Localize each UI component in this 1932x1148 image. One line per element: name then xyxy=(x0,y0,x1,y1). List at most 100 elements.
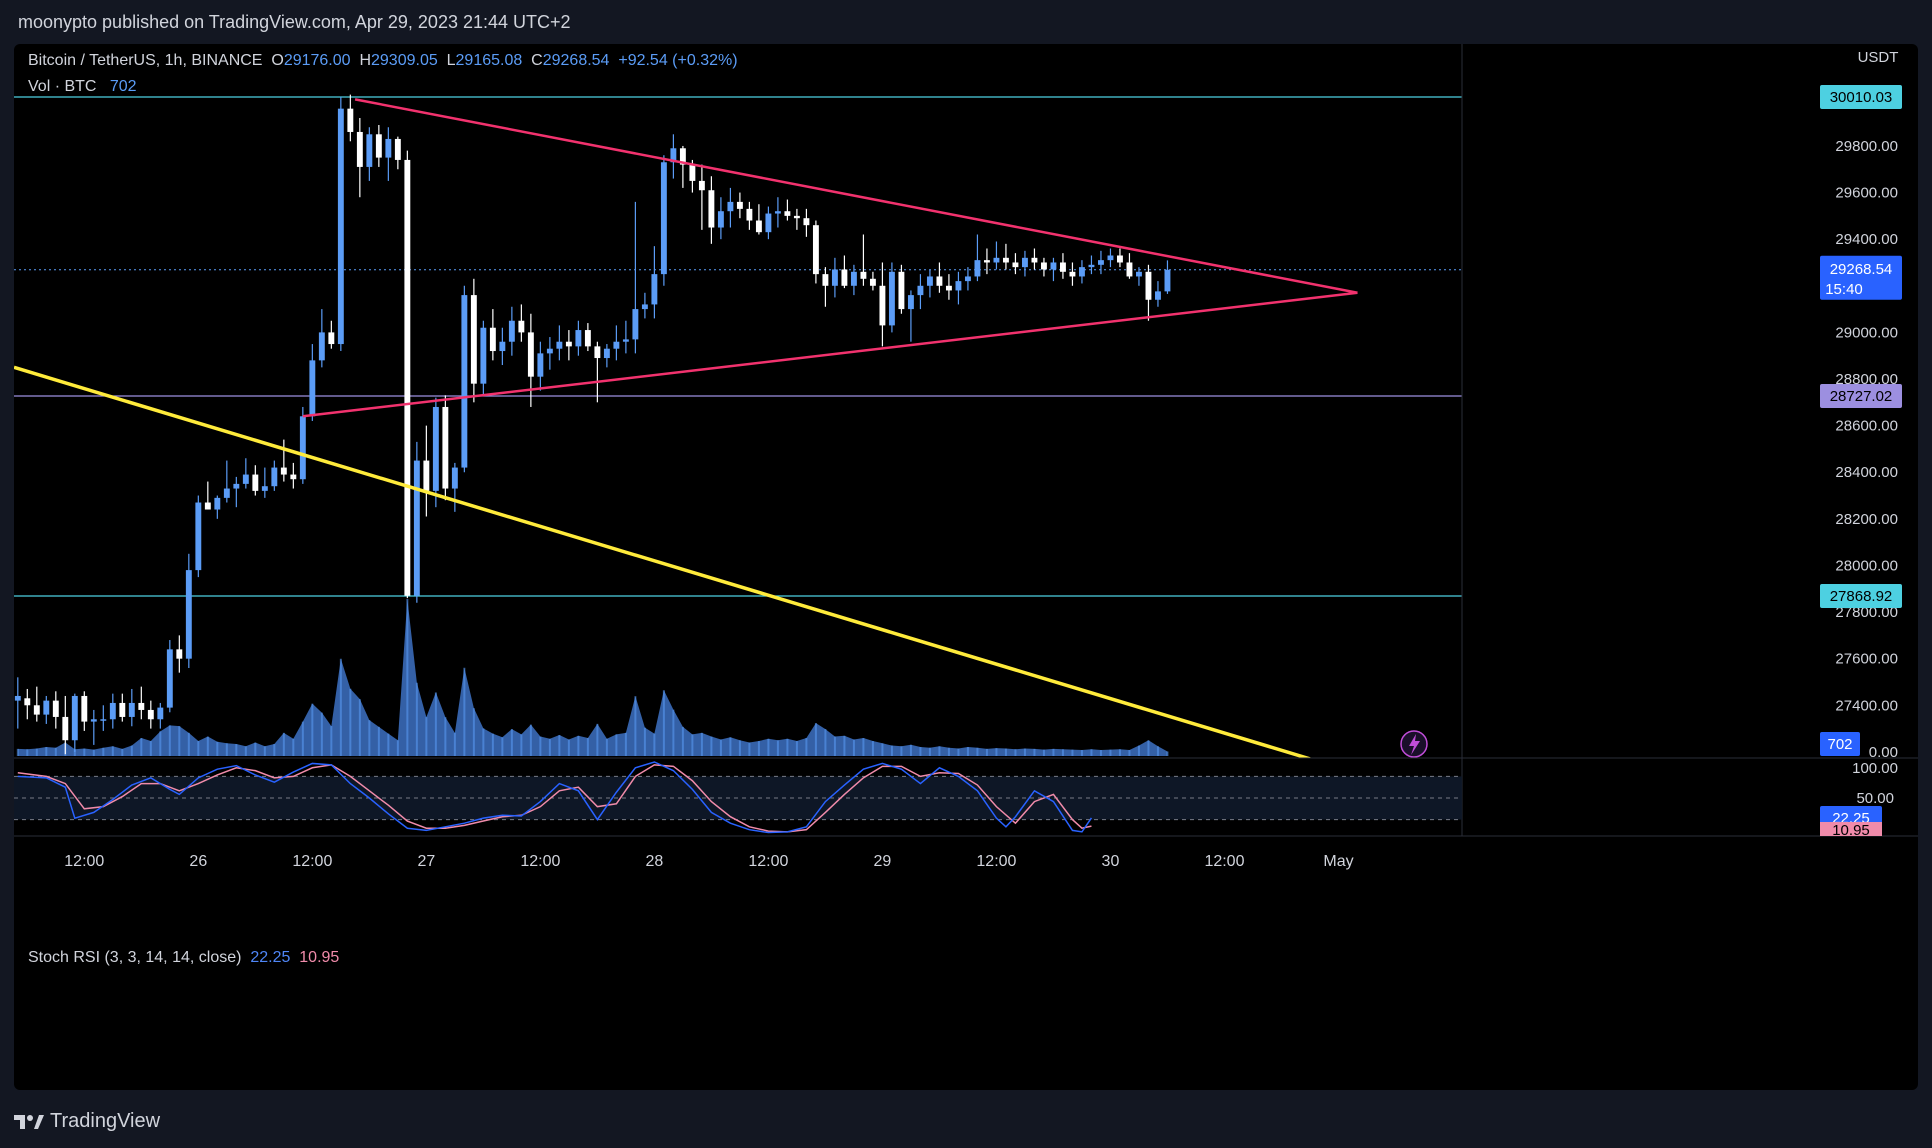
candle-body xyxy=(1107,255,1114,261)
candle xyxy=(14,677,21,729)
candle xyxy=(404,150,411,599)
y-tick-label: 28400.00 xyxy=(1835,464,1898,481)
high-label: H xyxy=(359,52,371,69)
candle xyxy=(1107,248,1114,268)
candle xyxy=(917,274,924,310)
candle-body xyxy=(746,208,753,221)
candle-body xyxy=(546,348,553,354)
candle-body xyxy=(52,700,59,717)
candle xyxy=(1069,262,1076,286)
candle-body xyxy=(803,218,810,226)
low-value: 29165.08 xyxy=(455,52,523,69)
candle-body xyxy=(879,285,886,326)
y-tick-label: 27400.00 xyxy=(1835,697,1898,714)
volume-label[interactable]: Vol · BTC xyxy=(28,78,97,95)
candle xyxy=(461,285,468,473)
candle-body xyxy=(812,225,819,275)
ohlc-legend: Bitcoin / TetherUS, 1h, BINANCE O29176.0… xyxy=(28,52,738,70)
tradingview-brand[interactable]: TradingView xyxy=(14,1110,160,1133)
candle xyxy=(622,320,629,354)
candle xyxy=(841,255,848,289)
open-value: 29176.00 xyxy=(283,52,351,69)
stoch-rsi-label[interactable]: Stoch RSI (3, 3, 14, 14, close) xyxy=(28,949,242,966)
close-label: C xyxy=(531,52,543,69)
candle xyxy=(375,124,382,167)
candle-body xyxy=(1059,262,1066,272)
stoch-d-line xyxy=(17,764,1092,833)
candle xyxy=(660,155,667,286)
candle xyxy=(33,686,40,722)
candle-body xyxy=(480,327,487,384)
candle xyxy=(157,702,164,729)
volume-badge xyxy=(1820,732,1860,756)
candle xyxy=(385,127,392,181)
stoch-d-badge xyxy=(1820,822,1882,836)
candle xyxy=(100,705,107,731)
candle xyxy=(1079,260,1085,284)
candle-body xyxy=(385,138,392,158)
candle-body xyxy=(793,215,800,219)
candle-body xyxy=(299,416,306,480)
candle xyxy=(850,264,857,296)
candle xyxy=(499,327,506,366)
candle-body xyxy=(356,131,363,167)
candle xyxy=(565,330,572,361)
candle xyxy=(166,640,173,713)
candle xyxy=(1164,260,1171,294)
level-badge-label: 28727.02 xyxy=(1830,388,1893,405)
chart-svg[interactable]: USDT 29800.00 29600.00 29400.00 29000.00 2880… xyxy=(14,44,1918,1090)
published-text: moonypto published on TradingView.com, A… xyxy=(18,12,571,32)
candle-body xyxy=(204,502,211,510)
candle-body xyxy=(1155,291,1161,300)
candle-body xyxy=(1031,257,1038,263)
candle-body xyxy=(71,695,78,741)
candle xyxy=(147,700,154,729)
symbol-label[interactable]: Bitcoin / TetherUS, 1h, BINANCE xyxy=(28,52,263,69)
level-badge-label: 30010.03 xyxy=(1830,89,1893,106)
candle xyxy=(470,278,477,403)
candle-body xyxy=(584,330,591,347)
candle-body xyxy=(689,164,696,181)
candle xyxy=(527,313,534,407)
candle xyxy=(926,269,933,298)
candle xyxy=(394,136,401,170)
candle xyxy=(936,262,943,293)
candle-body xyxy=(366,134,373,167)
candle xyxy=(81,691,88,731)
candle xyxy=(204,481,211,510)
candle-body xyxy=(1021,257,1028,268)
footer: TradingView xyxy=(0,1090,1932,1148)
candle-body xyxy=(62,716,69,741)
candle-body xyxy=(1069,271,1076,277)
candle-body xyxy=(850,271,857,286)
candle xyxy=(1098,250,1104,275)
stoch-tick-label: 50.00 xyxy=(1856,790,1894,807)
candle xyxy=(603,344,610,368)
candle xyxy=(24,688,31,720)
candle-body xyxy=(451,467,458,489)
candle-body xyxy=(1079,267,1085,277)
candle-body xyxy=(841,269,848,286)
candle xyxy=(945,274,952,300)
candle xyxy=(594,341,601,403)
x-tick-label: 12:00 xyxy=(64,853,104,870)
candle-body xyxy=(565,341,572,347)
candle-body xyxy=(223,488,230,498)
candle xyxy=(831,257,838,298)
candle xyxy=(518,304,525,342)
x-tick-label: 28 xyxy=(645,853,663,870)
candle-body xyxy=(1164,269,1171,292)
candle-body xyxy=(176,649,183,659)
candle xyxy=(774,197,781,228)
stoch-rsi-legend: Stoch RSI (3, 3, 14, 14, close) 22.25 10… xyxy=(28,949,339,967)
chart-area[interactable]: USDT 29800.00 29600.00 29400.00 29000.00 2880… xyxy=(14,44,1918,1090)
candle-body xyxy=(670,148,677,163)
candle-body xyxy=(214,497,221,510)
change-value: +92.54 (+0.32%) xyxy=(618,52,738,69)
candle-body xyxy=(24,698,31,706)
candle-body xyxy=(147,709,154,720)
candle-body xyxy=(907,295,914,310)
candle xyxy=(584,323,591,352)
candle-body xyxy=(983,260,990,263)
candle-body xyxy=(100,719,107,721)
